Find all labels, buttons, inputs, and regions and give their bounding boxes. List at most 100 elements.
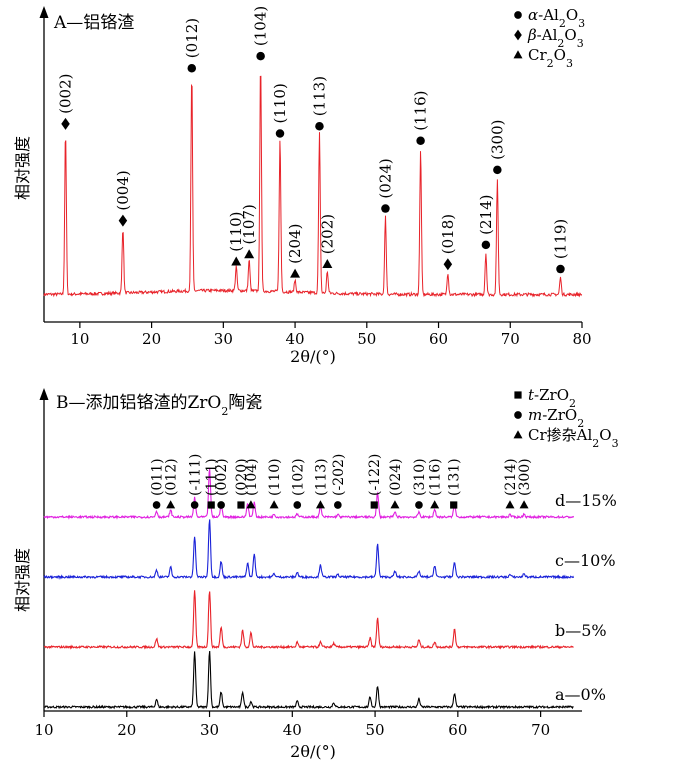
panel-b-peak-marker: [246, 500, 256, 509]
panel-b: B—添加铝铬渣的ZrO2陶瓷 相对强度 2θ/(°) 10 20 30 40 50 60 7…: [13, 386, 619, 761]
panel-b-x-tick-label: 50: [366, 721, 385, 739]
panel-b-x-tick-label: 70: [531, 721, 550, 739]
panel-b-peak-marker: [519, 500, 529, 509]
panel-b-series-line: [43, 650, 574, 710]
panel-a-peak-marker: [381, 204, 390, 213]
panel-a-peak-marker: [556, 264, 565, 274]
panel-b-series-label: c—10%: [555, 551, 616, 570]
panel-b-peak-marker: [370, 501, 378, 509]
panel-b-peak-label: (012): [164, 458, 180, 496]
panel-b-legend-marker: [514, 391, 522, 399]
panel-a-peak-marker: [61, 117, 70, 130]
panel-a-legend-marker: [513, 50, 523, 59]
panel-b-x-tick-label: 60: [448, 721, 467, 739]
panel-b-x-tick-label: 40: [283, 721, 302, 739]
panel-b-peak-label: (310): [412, 458, 428, 496]
panel-a-legend-marker: [514, 11, 522, 19]
panel-b-legend-label: m-ZrO2: [528, 406, 584, 430]
panel-a-peak-label: (024): [376, 158, 394, 198]
panel-a-peak-marker: [187, 63, 197, 73]
panel-b-peak-label: (300): [517, 458, 533, 496]
panel-b-peak-label: (002): [214, 458, 230, 496]
panel-b-series-line: [43, 590, 574, 650]
panel-b-legend-marker: [513, 430, 523, 439]
panel-b-peak-marker: [237, 501, 245, 509]
panel-a-peak-label: (119): [551, 219, 569, 259]
panel-a-peak-label: (202): [318, 214, 336, 254]
panel-b-peak-label: (116): [428, 458, 444, 496]
panel-a-x-label: 2θ/(°): [290, 347, 336, 366]
panel-b-peak-label: (214): [503, 458, 519, 496]
panel-a-peak-marker: [256, 51, 265, 61]
panel-b-y-axis-arrow: [39, 388, 49, 400]
panel-b-peak-label: (020): [234, 458, 250, 496]
panel-a-peak-marker: [322, 258, 333, 268]
panel-a-peak-label: (204): [286, 224, 304, 264]
panel-a-peak-marker: [231, 256, 242, 266]
panel-a-peak-label: (300): [488, 119, 506, 159]
panel-a-y-label: 相对强度: [13, 136, 32, 200]
panel-b-series-line: [43, 468, 575, 520]
panel-a-x-tick-label: 70: [501, 330, 520, 348]
panel-a-peak-label: (107): [240, 204, 258, 244]
panel-b-peak-marker: [390, 500, 400, 509]
panel-b-x-tick-label: 10: [34, 721, 53, 739]
panel-b-series-label: a—0%: [555, 685, 606, 704]
panel-a-peak-marker: [493, 165, 502, 175]
panel-a-peak-label: (110): [227, 211, 245, 251]
panel-b-peak-label: (102): [290, 458, 306, 496]
panel-a-peak-marker: [443, 258, 453, 271]
panel-b-peak-label: (024): [388, 458, 404, 496]
panel-a-peak-label: (018): [439, 214, 457, 254]
panel-b-peak-marker: [430, 500, 440, 509]
panel-b-peak-marker: [315, 500, 325, 509]
panel-b-series-line: [43, 519, 575, 580]
panel-a-x-tick-label: 20: [142, 330, 161, 348]
panel-b-legend-label: Cr掺杂Al2O3: [528, 426, 619, 450]
panel-b-peak-label: (-202): [331, 454, 347, 496]
panel-a-x-tick-label: 60: [429, 330, 448, 348]
panel-a-peak-marker: [244, 249, 255, 259]
panel-a-peak-label: (110): [271, 83, 289, 123]
panel-a-legend-marker: [514, 29, 522, 41]
panel-a-peak-marker: [290, 268, 301, 278]
panel-a-peak-label: (104): [252, 6, 270, 46]
panel-b-series-label: d—15%: [555, 491, 617, 510]
panel-b-series-label: b—5%: [555, 621, 607, 640]
panel-b-peak-marker: [190, 501, 199, 509]
panel-a-peak-label: (113): [310, 76, 328, 116]
panel-b-peak-marker: [293, 501, 302, 509]
panel-b-legend-label: t-ZrO2: [528, 386, 576, 410]
panel-b-peak-label: (104): [244, 458, 260, 496]
panel-b-x-tick-label: 20: [117, 721, 136, 739]
panel-a-series-line: [43, 75, 583, 298]
panel-a-peak-label: (214): [477, 195, 495, 235]
panel-b-title: B—添加铝铬渣的ZrO2陶瓷: [56, 393, 262, 418]
panel-b-legend-marker: [514, 411, 522, 419]
panel-a-peak-marker: [481, 240, 491, 250]
panel-a-peak-label: (004): [114, 170, 132, 210]
panel-a-legend-label: β-Al2O3: [527, 26, 584, 50]
panel-a-x-tick-label: 40: [286, 330, 305, 348]
panel-a-peak-marker: [416, 136, 425, 146]
panel-a-legend-label: α-Al2O3: [528, 6, 585, 30]
panel-a-peak-marker: [118, 214, 128, 227]
panel-b-peak-label: (131): [447, 458, 463, 496]
panel-b-peak-marker: [217, 501, 225, 509]
panel-b-peak-label: (111): [204, 458, 220, 496]
panel-a-peak-label: (012): [183, 18, 201, 58]
panel-a: A—铝铬渣 相对强度 2θ/(°) 10 20 30 40 50 60 70 80 α-Al2…: [13, 6, 592, 366]
panel-a-x-tick-label: 10: [70, 330, 89, 348]
panel-b-peak-marker: [207, 501, 215, 509]
panel-b-peak-marker: [166, 500, 176, 509]
panel-a-peak-label: (002): [57, 74, 75, 114]
panel-b-x-label: 2θ/(°): [290, 742, 336, 761]
panel-a-legend-label: Cr2O3: [528, 46, 573, 70]
panel-b-peak-label: (-111): [188, 454, 204, 496]
panel-b-peak-marker: [415, 501, 423, 509]
panel-a-peak-marker: [315, 122, 324, 131]
panel-b-peak-marker: [450, 501, 458, 509]
panel-b-peak-label: (-122): [367, 454, 383, 496]
panel-a-x-tick-label: 30: [214, 330, 233, 348]
